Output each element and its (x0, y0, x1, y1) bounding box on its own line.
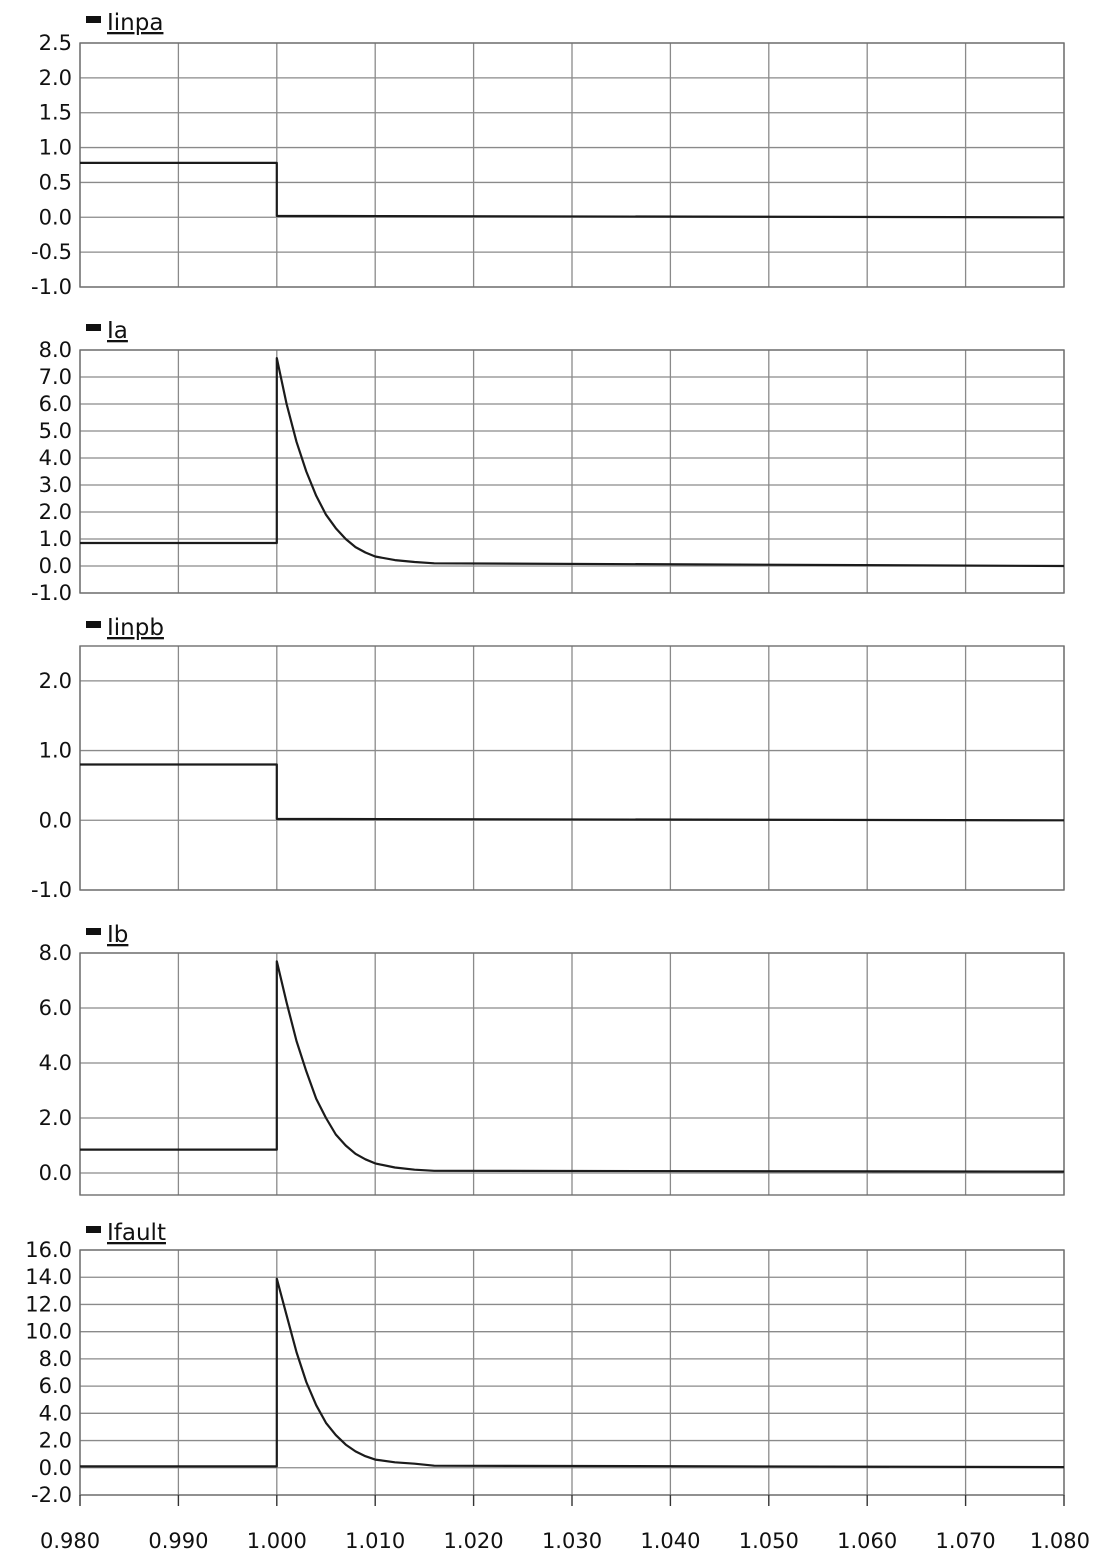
y-tick-label: 6.0 (39, 392, 72, 416)
series-line-ib (80, 960, 1065, 1173)
x-tick-label: 1.020 (444, 1529, 504, 1553)
y-tick-label: 0.0 (39, 1161, 72, 1185)
series-line-ifault (80, 1277, 1065, 1469)
panel-iinpa: 2.5 2.0 1.5 1.0 0.5 0.0 -0.5 -1.0 Iinpa (31, 10, 1065, 299)
y-tick-label: 7.0 (39, 365, 72, 389)
x-tick-label: 1.000 (247, 1529, 307, 1553)
y-tick-label: 2.0 (39, 66, 72, 90)
series-line-ia (80, 357, 1065, 568)
x-tick-label: 1.060 (837, 1529, 897, 1553)
y-tick-label: 14.0 (25, 1265, 72, 1289)
y-tick-label: 1.0 (39, 136, 72, 160)
y-tick-label: 12.0 (25, 1292, 72, 1316)
y-tick-label: 1.5 (39, 101, 72, 125)
y-tick-label: 8.0 (39, 941, 72, 965)
y-tick-label: 2.5 (39, 31, 72, 55)
series-line-iinpb (80, 763, 1065, 822)
y-tick-label: 2.0 (39, 500, 72, 524)
y-tick-label: 1.0 (39, 527, 72, 551)
legend-label[interactable]: Iinpb (107, 615, 164, 641)
y-tick-label: 6.0 (39, 1374, 72, 1398)
x-tick-label: 0.990 (148, 1529, 208, 1553)
y-tick-label: 0.0 (39, 554, 72, 578)
legend-label[interactable]: Ifault (107, 1220, 166, 1246)
y-tick-label: -1.0 (31, 878, 72, 902)
x-tick-label: 1.010 (345, 1529, 405, 1553)
y-tick-label: 2.0 (39, 669, 72, 693)
x-tick-label: 1.080 (1030, 1529, 1090, 1553)
y-tick-label: 0.5 (39, 170, 72, 194)
plot-frame (79, 349, 1065, 594)
legend-label[interactable]: Ia (107, 318, 128, 344)
plot-frame (79, 42, 1065, 288)
y-tick-label: -0.5 (31, 240, 72, 264)
y-tick-label: 8.0 (39, 338, 72, 362)
legend-swatch (86, 1226, 101, 1233)
y-tick-label: 10.0 (25, 1320, 72, 1344)
panel-ia: 8.0 7.0 6.0 5.0 4.0 3.0 2.0 1.0 0.0 -1.0 Ia (31, 318, 1065, 605)
plot-frame (79, 645, 1065, 891)
legend-label[interactable]: Ib (107, 922, 128, 948)
x-axis: 0.980 0.990 1.000 1.010 1.020 1.030 1.040 1.050… (40, 1495, 1090, 1553)
x-tick-label: 0.980 (40, 1529, 100, 1553)
y-tick-label: 0.0 (39, 1456, 72, 1480)
y-tick-label: -1.0 (31, 275, 72, 299)
legend-swatch (86, 324, 101, 331)
y-tick-label: 4.0 (39, 1051, 72, 1075)
y-tick-label: 3.0 (39, 473, 72, 497)
y-tick-label: 0.0 (39, 205, 72, 229)
legend-label[interactable]: Iinpa (107, 10, 163, 36)
y-tick-label: 2.0 (39, 1429, 72, 1453)
x-tick-label: 1.030 (542, 1529, 602, 1553)
x-tick-label: 1.040 (640, 1529, 700, 1553)
legend-swatch (86, 16, 101, 23)
y-tick-label: -2.0 (31, 1483, 72, 1507)
y-tick-label: 1.0 (39, 739, 72, 763)
y-tick-label: 4.0 (39, 446, 72, 470)
x-tick-label: 1.050 (739, 1529, 799, 1553)
legend-swatch (86, 928, 101, 935)
panel-ib: 8.0 6.0 4.0 2.0 0.0 Ib (39, 922, 1065, 1196)
y-tick-label: 5.0 (39, 419, 72, 443)
y-tick-label: 6.0 (39, 996, 72, 1020)
y-tick-label: 8.0 (39, 1347, 72, 1371)
legend-swatch (86, 621, 101, 628)
y-tick-label: -1.0 (31, 581, 72, 605)
series-line-iinpa (80, 161, 1065, 219)
y-tick-label: 2.0 (39, 1106, 72, 1130)
y-tick-label: 0.0 (39, 808, 72, 832)
panel-iinpb: 2.0 1.0 0.0 -1.0 Iinpb (31, 615, 1065, 902)
y-tick-label: 16.0 (25, 1238, 72, 1262)
y-tick-label: 4.0 (39, 1401, 72, 1425)
x-tick-label: 1.070 (936, 1529, 996, 1553)
panel-ifault: 16.0 14.0 12.0 10.0 8.0 6.0 4.0 2.0 0.0 -2.0 Ifaul… (25, 1220, 1065, 1507)
plot-frame (79, 952, 1065, 1196)
